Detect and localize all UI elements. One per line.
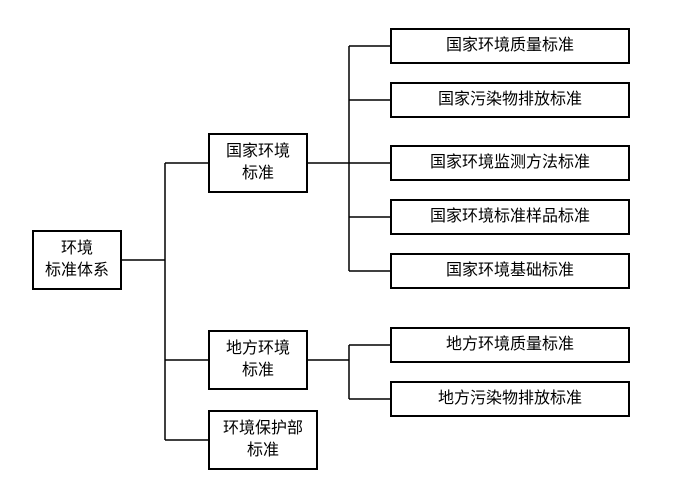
node-loc-pollutant: 地方污染物排放标准 [390,381,630,417]
node-ministry: 环境保护部标准 [208,410,318,470]
node-national: 国家环境标准 [208,133,308,193]
node-loc-quality: 地方环境质量标准 [390,327,630,363]
node-nat-pollutant-label: 国家污染物排放标准 [438,89,582,111]
node-ministry-label: 环境保护部标准 [223,418,303,463]
node-loc-quality-label: 地方环境质量标准 [446,334,574,356]
node-local: 地方环境标准 [208,330,308,390]
node-nat-monitor-label: 国家环境监测方法标准 [430,152,590,174]
node-nat-basic: 国家环境基础标准 [390,253,630,289]
node-nat-pollutant: 国家污染物排放标准 [390,82,630,118]
node-nat-quality: 国家环境质量标准 [390,28,630,64]
node-nat-sample-label: 国家环境标准样品标准 [430,206,590,228]
node-national-label: 国家环境标准 [226,141,290,186]
node-root-label: 环境标准体系 [45,238,109,283]
node-loc-pollutant-label: 地方污染物排放标准 [438,388,582,410]
node-local-label: 地方环境标准 [226,338,290,383]
node-nat-monitor: 国家环境监测方法标准 [390,145,630,181]
node-nat-sample: 国家环境标准样品标准 [390,199,630,235]
node-nat-quality-label: 国家环境质量标准 [446,35,574,57]
node-root: 环境标准体系 [32,230,122,290]
node-nat-basic-label: 国家环境基础标准 [446,260,574,282]
